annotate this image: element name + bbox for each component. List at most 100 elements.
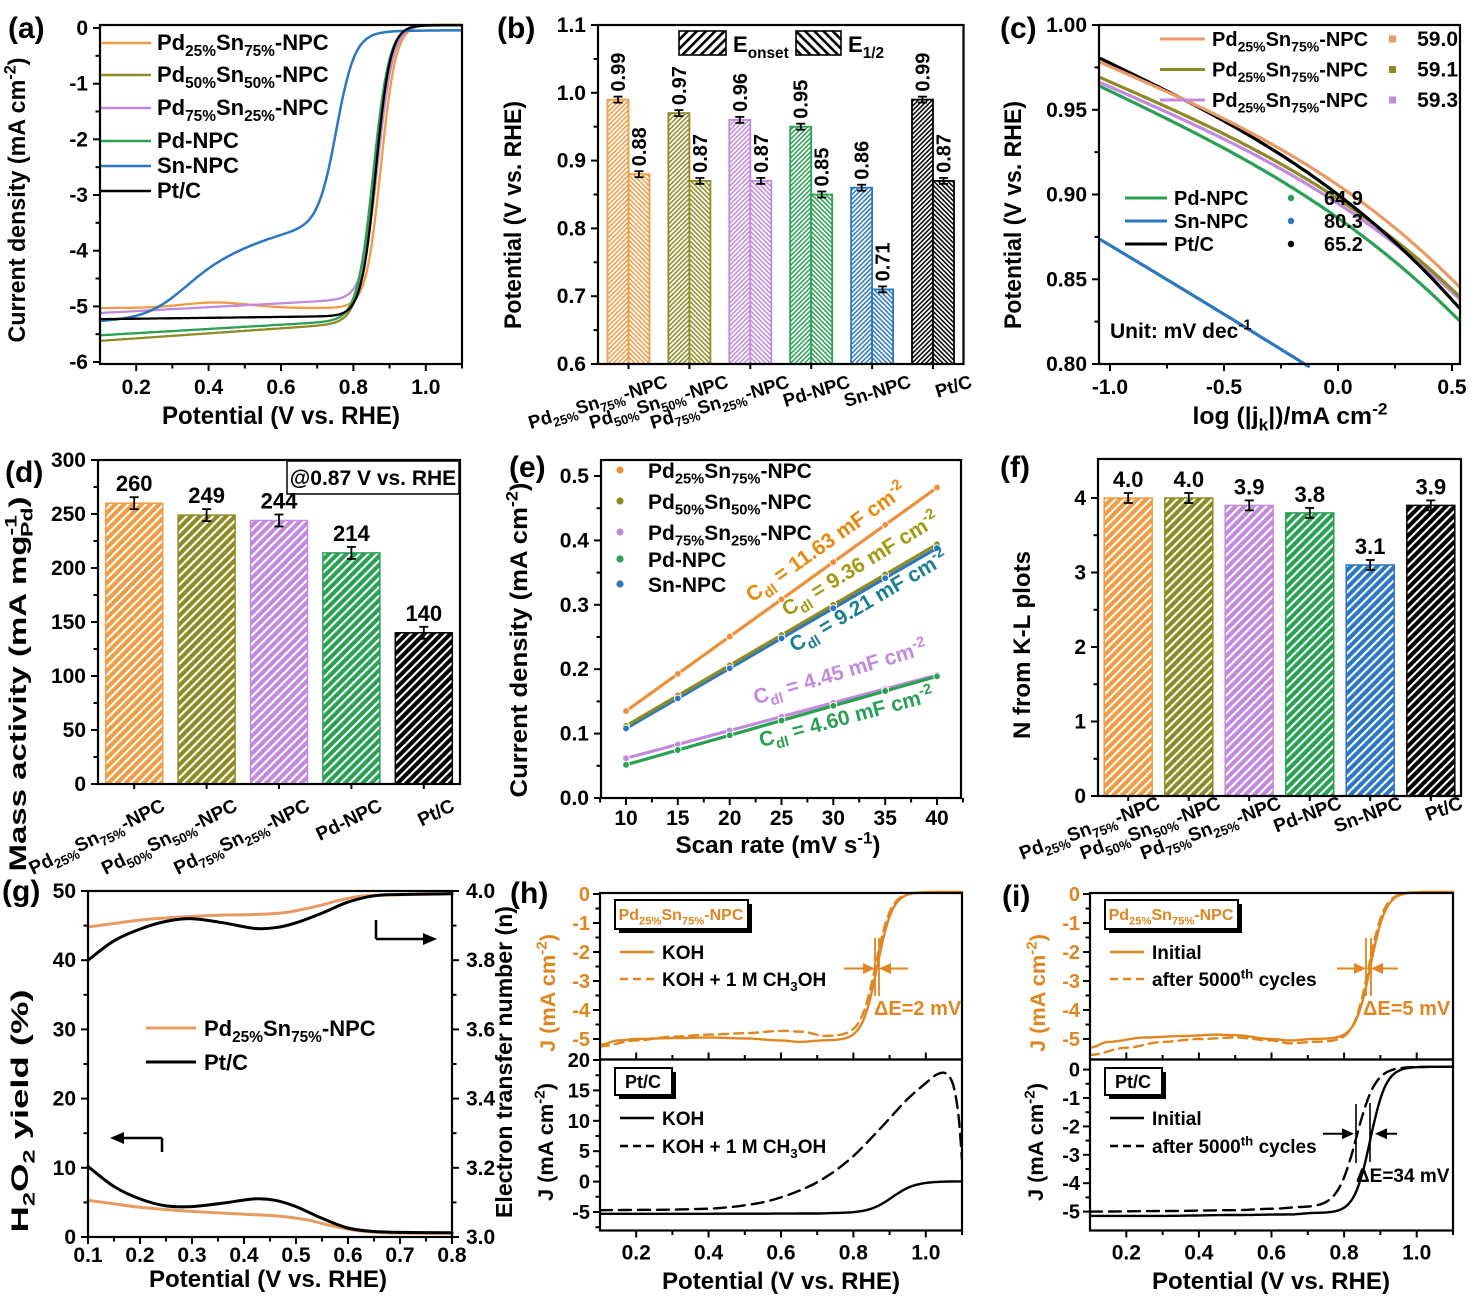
svg-text:Sn-NPC: Sn-NPC [157,153,239,178]
svg-text:0.2: 0.2 [122,376,151,399]
svg-text:-6: -6 [69,351,88,374]
svg-text:0.85: 0.85 [1046,268,1087,291]
svg-text:Current density (mA cm-2): Current density (mA cm-2) [0,58,31,343]
svg-text:0: 0 [76,17,88,40]
svg-text:20: 20 [568,1050,590,1072]
svg-text:Initial: Initial [1152,1109,1202,1130]
svg-text:Pd-NPC: Pd-NPC [1174,188,1248,210]
svg-text:KOH + 1 M CH3OH: KOH + 1 M CH3OH [662,1137,826,1161]
svg-text:4.0: 4.0 [1113,467,1144,492]
svg-text:Pd25%Sn75%-NPC: Pd25%Sn75%-NPC [1212,60,1368,85]
svg-text:40: 40 [925,807,948,830]
svg-text:1.0: 1.0 [557,82,586,105]
svg-text:-5: -5 [572,1202,590,1224]
svg-text:Sn-NPC: Sn-NPC [1174,211,1248,233]
svg-text:0.1: 0.1 [560,723,590,746]
svg-text:35: 35 [874,807,898,830]
svg-text:Pd50%Sn50%-NPC: Pd50%Sn50%-NPC [648,491,812,519]
svg-text:2: 2 [1074,636,1086,659]
svg-text:Potential (V vs. RHE): Potential (V vs. RHE) [1152,1268,1390,1295]
svg-text:-4: -4 [69,240,88,263]
svg-text:log (|jk|)/mA cm-2: log (|j k|)/mA cm -2 [1193,399,1388,434]
svg-text:0.99: 0.99 [608,53,630,92]
svg-text:0.5: 0.5 [281,1244,311,1267]
svg-text:-4: -4 [1062,1000,1081,1022]
svg-text:-5: -5 [69,295,88,318]
svg-text:0.8: 0.8 [339,376,369,399]
svg-text:3.9: 3.9 [1416,474,1447,499]
svg-text:0.4: 0.4 [694,1242,724,1265]
svg-text:0.6: 0.6 [1257,1242,1286,1265]
svg-text:4: 4 [1074,487,1086,510]
svg-text:15: 15 [568,1080,590,1102]
svg-text:0.5: 0.5 [560,465,590,488]
svg-text:KOH: KOH [662,943,704,964]
svg-text:@0.87 V vs. RHE: @0.87 V vs. RHE [290,467,456,490]
svg-text:0.99: 0.99 [913,53,935,92]
svg-text:50: 50 [53,880,76,903]
svg-text:0.4: 0.4 [1184,1242,1214,1265]
svg-text:0: 0 [1069,884,1080,906]
svg-text:249: 249 [188,483,225,508]
svg-text:80.3: 80.3 [1324,211,1363,233]
svg-text:Potential (V vs. RHE): Potential (V vs. RHE) [662,1268,900,1295]
svg-text:J (mA cm-2): J (mA cm-2) [535,934,560,1052]
svg-text:Pd25%Sn75%-NPC: Pd25%Sn75%-NPC [648,460,812,488]
svg-text:(c): (c) [1000,12,1037,45]
svg-text:Pd25%Sn75%-NPC: Pd25%Sn75%-NPC [1212,29,1368,54]
svg-text:20: 20 [53,1088,76,1111]
svg-text:-2: -2 [1062,1116,1080,1138]
svg-text:Potential (V vs. RHE): Potential (V vs. RHE) [500,101,527,329]
svg-text:0.3: 0.3 [560,594,589,617]
svg-text:-1: -1 [572,913,590,935]
svg-text:0.7: 0.7 [385,1244,414,1267]
svg-text:KOH: KOH [662,1109,704,1130]
svg-text:Eonset: Eonset [733,32,789,62]
svg-text:-3: -3 [69,184,88,207]
svg-text:20: 20 [718,807,741,830]
svg-text:-4: -4 [572,1000,591,1022]
svg-text:J (mA cm-2): J (mA cm-2) [1023,1083,1048,1201]
svg-text:40: 40 [53,949,76,972]
svg-text:Electron transfer number (n): Electron transfer number (n) [491,906,517,1218]
svg-text:-2: -2 [69,128,88,151]
svg-text:0: 0 [64,1226,76,1249]
svg-text:Pd25%Sn75%-NPC: Pd25%Sn75%-NPC [204,1016,376,1046]
svg-text:Pd25%Sn75%-NPC: Pd25%Sn75%-NPC [1212,90,1368,115]
svg-text:-1: -1 [1062,1088,1080,1110]
svg-text:4.0: 4.0 [1174,467,1205,492]
svg-text:-5: -5 [572,1029,590,1051]
svg-text:3: 3 [1074,562,1086,585]
svg-text:ΔE=2 mV: ΔE=2 mV [874,998,962,1020]
svg-text:(h): (h) [510,877,548,910]
svg-text:0.80: 0.80 [1046,353,1087,376]
svg-text:10: 10 [568,1111,590,1133]
svg-text:3.2: 3.2 [466,1157,495,1180]
svg-text:J (mA cm-2): J (mA cm-2) [1025,934,1050,1052]
svg-text:0.8: 0.8 [839,1242,869,1265]
svg-text:30: 30 [822,807,845,830]
svg-text:-1: -1 [69,73,88,96]
svg-text:64.9: 64.9 [1324,188,1363,210]
svg-text:0.0: 0.0 [1323,376,1352,399]
svg-text:4.0: 4.0 [466,880,495,903]
svg-text:0.97: 0.97 [669,66,691,105]
svg-text:3.8: 3.8 [466,949,496,972]
svg-text:ΔE=5 mV: ΔE=5 mV [1363,998,1451,1020]
svg-text:0.4: 0.4 [560,529,590,552]
svg-text:59.1: 59.1 [1417,59,1458,82]
svg-text:100: 100 [51,665,86,688]
svg-text:0.85: 0.85 [812,148,834,187]
svg-text:0.2: 0.2 [125,1244,154,1267]
svg-text:150: 150 [51,611,86,634]
svg-text:-5: -5 [1062,1029,1080,1051]
svg-text:0: 0 [74,773,86,796]
svg-text:(i): (i) [1002,880,1030,913]
svg-text:Pt/C: Pt/C [625,1072,661,1092]
svg-text:Pt/C: Pt/C [204,1050,248,1075]
svg-text:-3: -3 [1062,1145,1080,1167]
svg-text:-5: -5 [1062,1202,1080,1224]
svg-text:15: 15 [666,807,690,830]
svg-text:50: 50 [63,719,86,742]
svg-text:E1/2: E1/2 [848,32,884,62]
